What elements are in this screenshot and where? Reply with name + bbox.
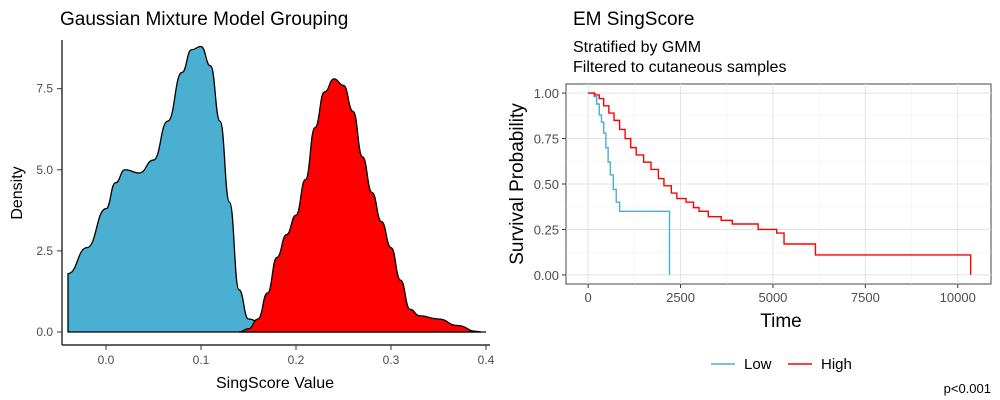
p-value-annotation: p<0.001	[944, 381, 991, 396]
density-area-2	[238, 78, 482, 333]
survival-y-tick-label: 1.00	[534, 86, 559, 101]
survival-y-tick-label: 0.50	[534, 177, 559, 192]
density-x-tick-label: 0.0	[98, 353, 115, 367]
density-x-tick-label: 0.1	[193, 353, 210, 367]
density-plot-area	[67, 45, 486, 333]
survival-plot-area	[588, 92, 972, 275]
density-y-ticks: 0.0 2.5 5.0 7.5	[36, 82, 62, 339]
survival-grid	[566, 84, 991, 284]
density-y-tick-label: 7.5	[36, 82, 53, 96]
density-y-tick-label: 5.0	[36, 163, 53, 177]
survival-y-tick-label: 0.25	[534, 222, 559, 237]
survival-x-axis-label: Time	[760, 311, 802, 332]
survival-x-tick-label: 2500	[666, 290, 695, 305]
density-title: Gaussian Mixture Model Grouping	[60, 9, 348, 30]
survival-legend: Low High	[711, 356, 852, 373]
density-x-tick-label: 0.2	[288, 353, 305, 367]
survival-y-tick-label: 0.00	[534, 268, 559, 283]
density-y-tick-label: 0.0	[36, 325, 53, 339]
survival-y-tick-label: 0.75	[534, 132, 559, 147]
survival-y-ticks: 0.00 0.25 0.50 0.75 1.00	[534, 86, 566, 283]
survival-x-tick-label: 5000	[758, 290, 787, 305]
survival-y-axis-label: Survival Probability	[507, 103, 528, 265]
density-y-axis-label: Density	[9, 166, 26, 219]
survival-x-tick-label: 10000	[940, 290, 976, 305]
survival-curve-high	[588, 92, 972, 275]
density-x-ticks: 0.0 0.1 0.2 0.3 0.4	[98, 345, 495, 367]
legend-high-label: High	[821, 356, 852, 373]
survival-x-ticks: 0 2500 5000 7500 10000	[585, 284, 976, 305]
density-x-axis-label: SingScore Value	[216, 375, 334, 392]
density-x-tick-label: 0.3	[383, 353, 400, 367]
survival-curve-low	[588, 92, 671, 275]
density-y-tick-label: 2.5	[36, 244, 53, 258]
survival-x-tick-label: 0	[585, 290, 592, 305]
legend-low-label: Low	[744, 356, 772, 373]
survival-panel: EM SingScore Stratified by GMM Filtered …	[507, 9, 992, 396]
density-panel: Gaussian Mixture Model Grouping 0.0 0.1 0.…	[9, 9, 495, 392]
survival-subtitle-line-2: Filtered to cutaneous samples	[573, 59, 786, 76]
survival-x-tick-label: 7500	[851, 290, 880, 305]
survival-subtitle-line-1: Stratified by GMM	[573, 39, 701, 56]
survival-title: EM SingScore	[573, 9, 694, 30]
density-x-tick-label: 0.4	[478, 353, 495, 367]
